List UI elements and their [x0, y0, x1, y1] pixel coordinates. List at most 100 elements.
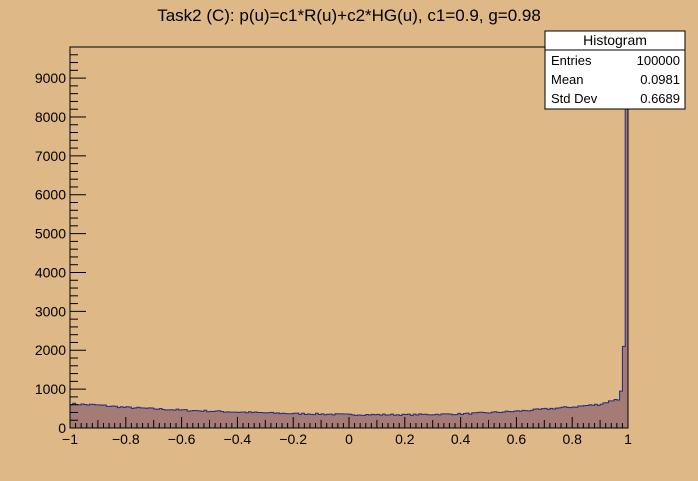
histogram-bin	[83, 404, 88, 428]
histogram-bin	[541, 408, 545, 428]
histogram-bin	[217, 410, 222, 428]
histogram-bin	[282, 413, 286, 428]
histogram-bin	[527, 410, 531, 428]
histogram-bin	[189, 410, 194, 428]
x-tick-label: 0	[345, 431, 353, 447]
histogram-bin	[128, 407, 132, 428]
histogram-bin	[304, 414, 308, 428]
x-tick-label: −0.4	[224, 431, 252, 447]
histogram-bin	[561, 407, 565, 428]
histogram-bin	[566, 407, 570, 428]
histogram-bin	[167, 409, 171, 428]
histogram-bin	[586, 405, 590, 428]
histogram-bin	[254, 412, 258, 428]
histogram-bin	[273, 413, 277, 428]
histogram-bin	[139, 407, 143, 428]
histogram-bin	[521, 410, 526, 428]
histogram-bars	[69, 50, 629, 428]
histogram-bin	[558, 407, 562, 428]
histogram-bin	[365, 414, 369, 428]
histogram-bin	[256, 412, 261, 428]
histogram-bin	[625, 50, 629, 428]
histogram-bin	[150, 407, 155, 428]
histogram-bin	[396, 414, 400, 428]
histogram-bin	[298, 414, 302, 428]
histogram-bin	[237, 412, 241, 428]
histogram-bin	[443, 413, 447, 428]
histogram-bin	[616, 400, 620, 428]
stats-mean-label: Mean	[551, 72, 584, 87]
histogram-bin	[555, 408, 559, 428]
y-tick-label: 2000	[35, 342, 66, 358]
histogram-bin	[187, 411, 191, 428]
stats-box-frame	[544, 30, 686, 110]
histogram-bin	[178, 409, 182, 428]
histogram-bin	[262, 412, 266, 428]
histogram-bin	[329, 414, 333, 428]
histogram-bin	[600, 404, 604, 428]
histogram-bin	[371, 414, 375, 428]
histogram-bin	[491, 412, 495, 428]
histogram-bin	[201, 411, 205, 428]
histogram-bin	[131, 408, 135, 428]
histogram-bin	[362, 415, 367, 428]
x-tick-label: 0.4	[451, 431, 471, 447]
histogram-bin	[125, 406, 129, 428]
x-tick-label: 0.6	[507, 431, 527, 447]
histogram-bin	[148, 407, 152, 428]
histogram-bin	[203, 410, 208, 428]
histogram-bin	[505, 411, 509, 428]
histogram-bin	[516, 410, 520, 428]
histogram-bin	[270, 412, 275, 428]
histogram-bin	[480, 412, 484, 428]
histogram-bin	[231, 412, 235, 428]
histogram-bin	[449, 414, 453, 428]
histogram-bin	[215, 411, 219, 428]
histogram-bin	[323, 414, 328, 428]
histogram-bin	[145, 408, 149, 428]
stats-entries-label: Entries	[551, 53, 592, 68]
histogram-bin	[343, 413, 347, 428]
histogram-bin	[379, 415, 383, 428]
histogram-bin	[519, 411, 523, 428]
chart-title: Task2 (C): p(u)=c1*R(u)+c2*HG(u), c1=0.9…	[157, 6, 541, 25]
axes: −1 −0.8 −0.6 −0.4 −0.2 0 0.2 0.4 0.6 0.8 1 0 1000 200…	[35, 46, 632, 447]
histogram-bin	[209, 411, 213, 428]
histogram-bin	[354, 415, 358, 428]
histogram-bin	[421, 414, 425, 428]
histogram-bin	[580, 405, 584, 428]
histogram-bin	[206, 411, 210, 428]
histogram-bin	[279, 413, 283, 428]
histogram-bin	[432, 414, 436, 428]
histogram-bin	[413, 414, 417, 428]
histogram-bin	[92, 404, 96, 428]
histogram-bin	[452, 414, 456, 428]
histogram-bin	[156, 409, 160, 428]
histogram-bin	[602, 402, 607, 428]
histogram-bin	[538, 409, 542, 428]
histogram-bin	[136, 407, 141, 428]
histogram-bin	[393, 415, 397, 428]
histogram-bin	[482, 412, 487, 428]
histogram-bin	[81, 403, 85, 428]
histogram-bin	[471, 412, 475, 428]
histogram-bin	[103, 405, 107, 428]
histogram-bin	[340, 413, 344, 428]
histogram-bin	[549, 408, 554, 428]
histogram-bin	[410, 415, 414, 428]
histogram-bin	[457, 413, 461, 428]
histogram-bin	[326, 414, 330, 428]
stats-stddev-value: 0.6689	[640, 91, 680, 106]
histogram-bin	[577, 406, 581, 428]
histogram-bin	[332, 414, 336, 428]
histogram-bin	[114, 406, 118, 428]
histogram-bin	[466, 413, 470, 428]
histogram-bin	[184, 409, 188, 428]
x-tick-label: −1	[62, 431, 78, 447]
histogram-bin	[159, 408, 163, 428]
histogram-bin	[72, 403, 76, 428]
histogram-bin	[195, 410, 199, 428]
histogram-bin	[588, 404, 593, 428]
histogram-bin	[86, 404, 90, 428]
